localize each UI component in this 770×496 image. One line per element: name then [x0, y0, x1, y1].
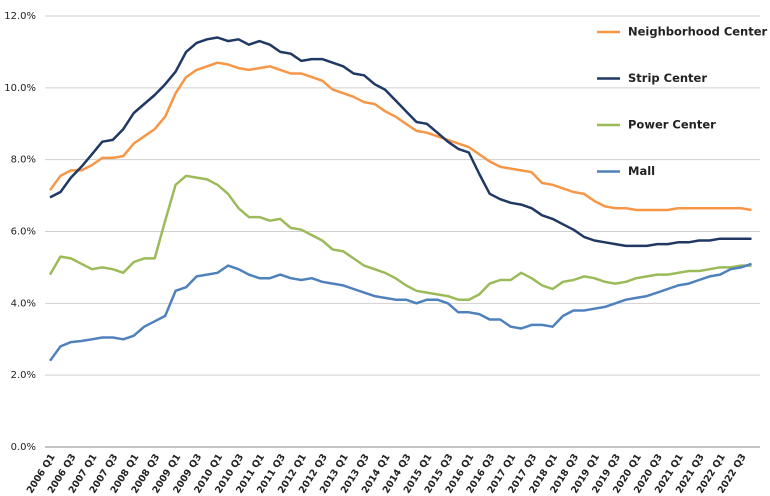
y-tick-label: 2.0%	[11, 370, 36, 381]
y-tick-label: 10.0%	[4, 83, 36, 94]
legend-label: Strip Center	[628, 71, 707, 85]
series-line	[48, 61, 752, 212]
y-tick-label: 12.0%	[4, 11, 36, 22]
y-tick-label: 8.0%	[11, 155, 36, 166]
series-line	[48, 174, 752, 301]
legend-label: Mall	[628, 164, 655, 178]
legend-label: Neighborhood Center	[628, 25, 768, 39]
y-tick-label: 4.0%	[11, 298, 36, 309]
series-line	[49, 36, 752, 248]
series-line	[48, 262, 752, 362]
legend-label: Power Center	[628, 118, 716, 132]
y-tick-label: 0.0%	[11, 442, 36, 453]
y-tick-label: 6.0%	[11, 227, 36, 238]
